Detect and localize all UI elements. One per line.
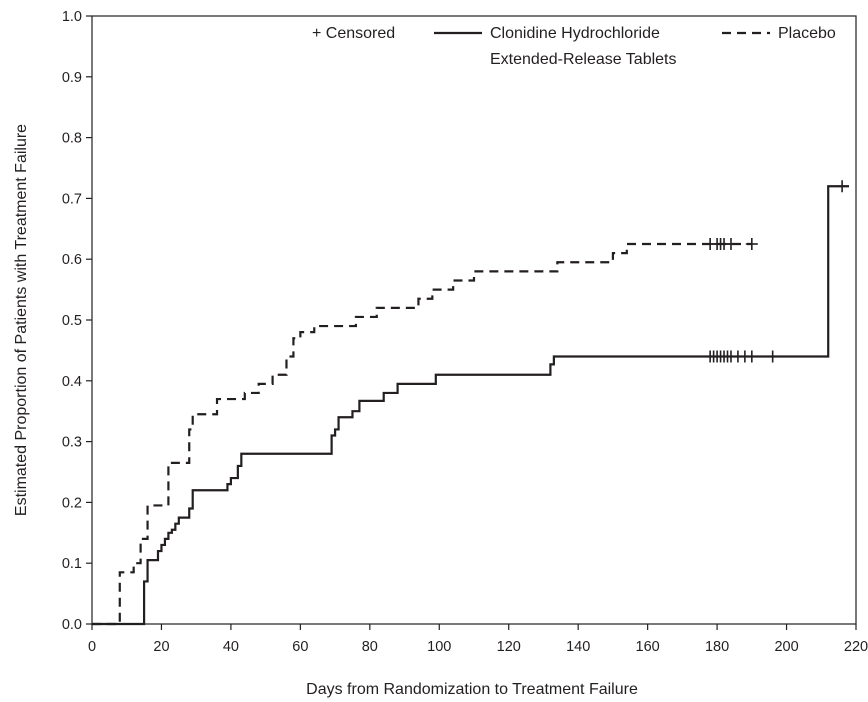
x-axis-title: Days from Randomization to Treatment Fai…: [306, 681, 638, 698]
x-tick-label: 220: [844, 639, 868, 655]
x-tick-label: 200: [774, 639, 798, 655]
y-tick-label: 0.7: [62, 191, 82, 207]
series-line-clonidine: [92, 185, 850, 626]
legend: + Censored Clonidine Hydrochloride Exten…: [312, 25, 836, 68]
x-tick-label: 60: [292, 639, 308, 655]
y-tick-label: 0.0: [62, 617, 82, 633]
x-tick-label: 140: [566, 639, 590, 655]
plot-frame: [91, 15, 857, 625]
censor-mark-clonidine: [766, 350, 779, 363]
censor-mark-clonidine: [745, 350, 758, 363]
censor-mark-placebo: [724, 238, 737, 250]
y-tick-label: 0.3: [62, 435, 82, 451]
y-axis-ticks: 0.0 0.1 0.2 0.3 0.4 0.5 0.6 0.7 0.8 0.9 1.0: [62, 9, 92, 633]
x-tick-label: 100: [427, 639, 451, 655]
y-axis-title: Estimated Proportion of Patients with Tr…: [13, 124, 30, 516]
y-tick-label: 0.9: [62, 70, 82, 86]
x-tick-label: 180: [705, 639, 729, 655]
censor-mark-placebo: [745, 238, 758, 250]
legend-entry-clonidine-line2: Extended-Release Tablets: [490, 51, 677, 68]
y-tick-label: 0.5: [62, 313, 82, 329]
y-tick-label: 0.2: [62, 495, 82, 511]
x-tick-label: 80: [362, 639, 378, 655]
y-tick-label: 0.1: [62, 556, 82, 572]
x-tick-label: 120: [497, 639, 521, 655]
series-line-placebo: [92, 242, 752, 626]
legend-entry-clonidine: Clonidine Hydrochloride: [490, 25, 660, 42]
legend-entry-placebo: Placebo: [778, 25, 836, 42]
legend-censored-label: + Censored: [312, 25, 395, 42]
x-tick-label: 40: [223, 639, 239, 655]
x-tick-label: 20: [153, 639, 169, 655]
y-tick-label: 0.8: [62, 131, 82, 147]
censor-mark-clonidine: [836, 180, 849, 193]
y-tick-label: 1.0: [62, 9, 82, 25]
series-layer: [92, 180, 850, 626]
x-tick-label: 160: [636, 639, 660, 655]
x-axis-ticks: 0 20 40 60 80 100 120 140 160 180 200 220: [88, 624, 868, 655]
y-tick-label: 0.4: [62, 374, 82, 390]
y-tick-label: 0.6: [62, 252, 82, 268]
x-tick-label: 0: [88, 639, 96, 655]
